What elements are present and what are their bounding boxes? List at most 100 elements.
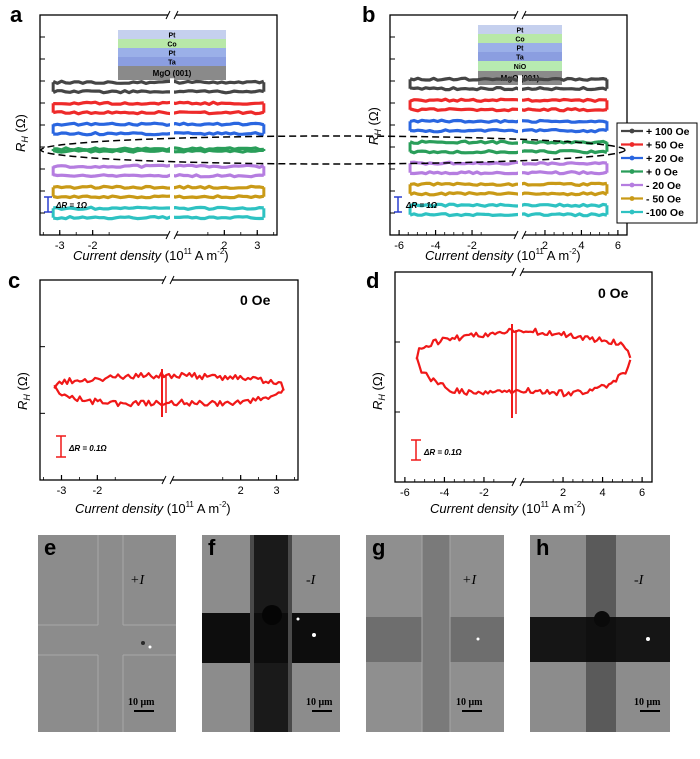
micrograph-e-scalebar-label: 10 μm bbox=[128, 697, 155, 708]
ylabel-unit: (Ω) bbox=[366, 107, 381, 129]
xlabel-exp: 11 bbox=[541, 500, 550, 509]
axis-break-mask-top bbox=[514, 268, 522, 276]
series-line-lower bbox=[409, 107, 608, 113]
legend-swatch-marker bbox=[629, 196, 635, 201]
axis-break-bottom bbox=[519, 477, 525, 487]
layer-pt bbox=[118, 48, 226, 57]
panel-a-curves bbox=[51, 78, 266, 222]
micrograph-f-current: -I bbox=[306, 573, 316, 588]
legend-swatch-marker bbox=[629, 169, 635, 174]
legend-label: - 20 Oe bbox=[646, 180, 681, 192]
panel-d-ylabel: RH (Ω) bbox=[370, 372, 387, 410]
xlabel-main: Current density bbox=[73, 248, 163, 263]
layer-label: NiO bbox=[514, 64, 527, 71]
series-line-upper bbox=[409, 139, 608, 145]
panel-b-scalebar-label: ΔR = 1Ω bbox=[405, 201, 438, 210]
xlabel-unit-post: A m bbox=[549, 501, 574, 516]
axis-break-bottom bbox=[173, 230, 179, 240]
layer-ta bbox=[118, 57, 226, 66]
axis-break-top bbox=[513, 10, 519, 20]
x-tick-label: 4 bbox=[600, 487, 606, 499]
series-20-Oe bbox=[51, 120, 266, 138]
x-tick-label: 6 bbox=[639, 487, 645, 499]
micrograph-g-scalebar-label: 10 μm bbox=[456, 697, 483, 708]
panel-d-frame bbox=[394, 271, 653, 483]
panel-b-ticks: -6 -4 -2 2 4 6 bbox=[389, 10, 628, 252]
series-20-Oe bbox=[408, 159, 609, 177]
series-break-gap bbox=[170, 144, 174, 156]
ylabel-unit: (Ω) bbox=[15, 372, 30, 394]
ylabel-sub: H bbox=[377, 394, 387, 401]
series-line-upper bbox=[52, 79, 265, 85]
xlabel-exp: 11 bbox=[184, 247, 193, 256]
series-100-Oe bbox=[51, 204, 266, 222]
series-0-oe bbox=[53, 369, 285, 417]
layer-pt bbox=[478, 43, 562, 52]
ylabel-unit: (Ω) bbox=[370, 372, 385, 394]
micrograph-e-letter: e bbox=[44, 535, 57, 560]
panel-a-letter: a bbox=[10, 2, 23, 27]
legend-label: + 100 Oe bbox=[646, 126, 690, 138]
panel-c: c 0 Oe -3 -2 2 3 ΔR = 0.1Ω RH (Ω) Current d… bbox=[8, 268, 299, 516]
legend-item: - 20 Oe bbox=[621, 180, 681, 192]
axis-break-bottom bbox=[513, 230, 519, 240]
series-line-upper bbox=[409, 118, 608, 124]
legend-item: + 0 Oe bbox=[621, 167, 678, 179]
axis-break-bottom bbox=[165, 230, 171, 240]
series-break-gap bbox=[518, 159, 522, 177]
loop-lower-branch bbox=[53, 384, 285, 408]
x-tick-label: -6 bbox=[394, 240, 404, 252]
x-tick-label: -4 bbox=[440, 487, 450, 499]
legend-label: -100 Oe bbox=[646, 207, 684, 219]
series-line-lower bbox=[409, 212, 608, 218]
series-line-lower bbox=[52, 173, 264, 179]
series-break-gap bbox=[518, 75, 522, 93]
legend-swatch-marker bbox=[629, 182, 635, 188]
legend-swatch-marker bbox=[629, 155, 635, 161]
xlabel-close: ) bbox=[224, 248, 228, 263]
series-line-upper bbox=[52, 184, 265, 190]
legend-label: + 50 Oe bbox=[646, 140, 684, 152]
legend: + 100 Oe + 50 Oe+ 20 Oe + 0 Oe- 20 Oe - 50 … bbox=[616, 122, 698, 224]
series-break-gap bbox=[170, 78, 174, 96]
series-0-Oe bbox=[408, 138, 609, 156]
series-break-gap bbox=[518, 201, 522, 219]
x-tick-label: 2 bbox=[221, 240, 227, 252]
axis-break-top bbox=[169, 275, 175, 285]
layer-label: Ta bbox=[168, 60, 176, 67]
legend-label: + 20 Oe bbox=[646, 153, 684, 165]
x-tick-label: 4 bbox=[578, 240, 584, 252]
layer-label: Pt bbox=[169, 51, 177, 58]
panel-a-scalebar: ΔR = 1Ω bbox=[44, 196, 88, 213]
x-tick-label: -3 bbox=[57, 485, 67, 497]
axis-break-bottom bbox=[161, 475, 167, 485]
panel-a-ylabel: RH (Ω) bbox=[13, 114, 30, 152]
micrograph-h-scalebar bbox=[640, 710, 660, 712]
series-line-upper bbox=[52, 163, 265, 169]
ylabel-var: R bbox=[370, 401, 385, 410]
axis-break-mask-bottom bbox=[168, 231, 176, 239]
layer-label: Co bbox=[515, 37, 524, 44]
xlabel-unit-post: A m bbox=[192, 248, 217, 263]
layer-pt bbox=[118, 30, 226, 39]
panel-d-xlabel: Current density (1011 A m-2) bbox=[430, 500, 586, 516]
x-tick-label: -2 bbox=[92, 485, 102, 497]
x-tick-label: 2 bbox=[238, 485, 244, 497]
xlabel-main: Current density bbox=[425, 248, 515, 263]
panel-b-curves bbox=[408, 75, 609, 219]
x-tick-label: 2 bbox=[560, 487, 566, 499]
layer-co bbox=[478, 34, 562, 43]
layer-label: Pt bbox=[169, 33, 177, 40]
xlabel-exp: 11 bbox=[536, 247, 545, 256]
micrograph-e-scalebar bbox=[134, 710, 154, 712]
layer-label: MgO (001) bbox=[153, 69, 192, 78]
xlabel-unit-post: A m bbox=[194, 501, 219, 516]
panel-c-letter: c bbox=[8, 268, 20, 293]
series-line-upper bbox=[52, 121, 265, 127]
ylabel-var: R bbox=[366, 136, 381, 145]
series-line-upper bbox=[409, 76, 608, 82]
legend-swatch-marker bbox=[629, 128, 635, 134]
series-break-gap bbox=[170, 183, 174, 201]
series-line-lower bbox=[410, 170, 608, 176]
